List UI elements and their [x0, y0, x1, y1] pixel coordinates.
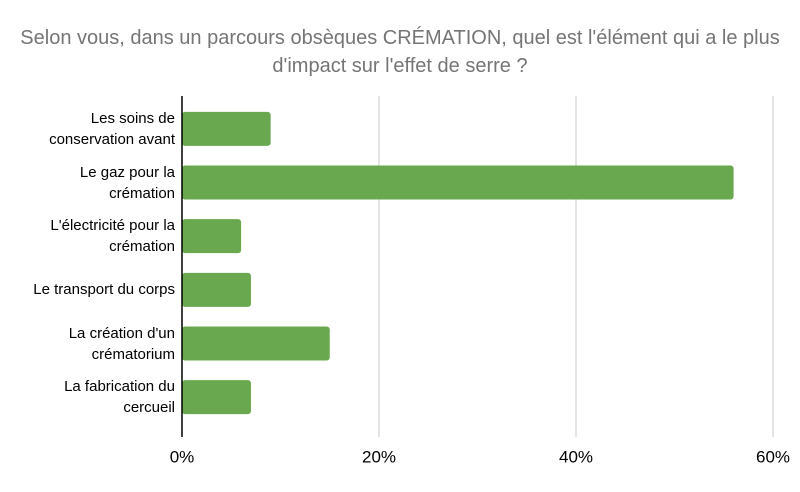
- y-tick-label: Les soins de conservation avant: [49, 109, 175, 148]
- x-tick-label: 40%: [559, 447, 593, 466]
- bar: [182, 380, 251, 415]
- bar: [182, 272, 251, 307]
- x-tick-label: 0%: [170, 447, 195, 466]
- chart-title: Selon vous, dans un parcours obsèques CR…: [20, 27, 780, 77]
- x-tick-label: 60%: [756, 447, 790, 466]
- bar: [182, 165, 734, 200]
- y-tick-label: La fabrication du cercueil: [64, 378, 175, 417]
- y-tick-label: La création d'un crématorium: [68, 324, 175, 363]
- bar: [182, 219, 242, 254]
- y-tick-label: Le transport du corps: [33, 281, 175, 299]
- bar: [182, 326, 330, 361]
- x-tick-label: 20%: [362, 447, 396, 466]
- y-tick-label: L'électricité pour la crémation: [50, 217, 175, 256]
- y-tick-label: Le gaz pour la crémation: [79, 163, 175, 202]
- bar: [182, 111, 271, 146]
